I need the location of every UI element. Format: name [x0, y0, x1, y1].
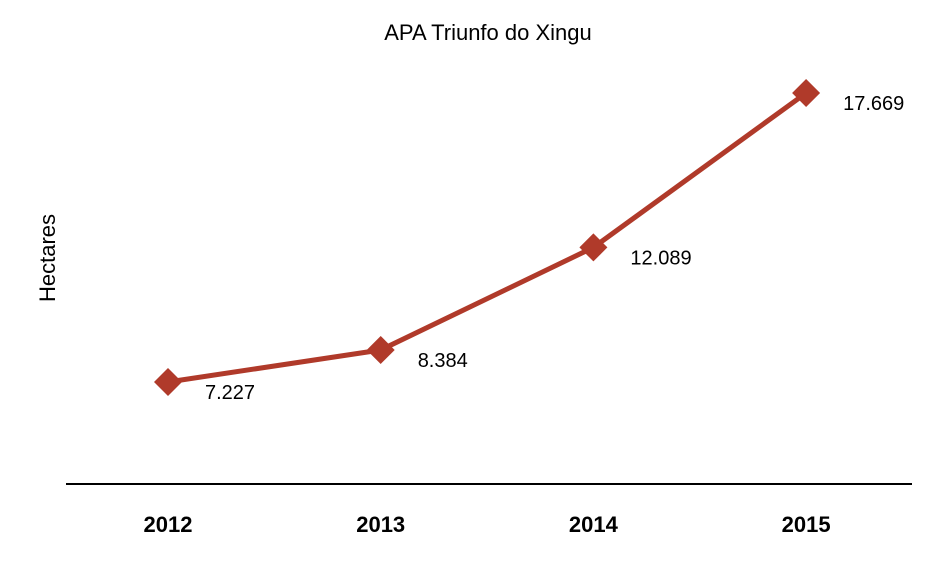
data-point-marker [579, 233, 608, 262]
data-label: 17.669 [843, 93, 904, 115]
x-tick-label: 2014 [569, 512, 619, 537]
x-tick-label: 2015 [782, 512, 831, 537]
x-tick-label: 2013 [356, 512, 405, 537]
data-label: 8.384 [418, 350, 468, 372]
series-layer [167, 90, 808, 385]
x-tick-label: 2012 [144, 512, 193, 537]
marker-layer [154, 79, 821, 396]
data-point-marker [154, 368, 182, 396]
label-layer: 7.227 8.384 12.089 17.669 [205, 93, 904, 404]
chart-title: APA Triunfo do Xingu [384, 20, 592, 45]
data-label: 12.089 [630, 247, 691, 269]
data-point-marker [792, 79, 821, 107]
data-point-marker [366, 335, 395, 364]
data-label: 7.227 [205, 382, 255, 404]
y-axis-label: Hectares [35, 214, 60, 302]
series-line [167, 90, 808, 385]
x-tick-layer: 2012 2013 2014 2015 [144, 512, 831, 537]
